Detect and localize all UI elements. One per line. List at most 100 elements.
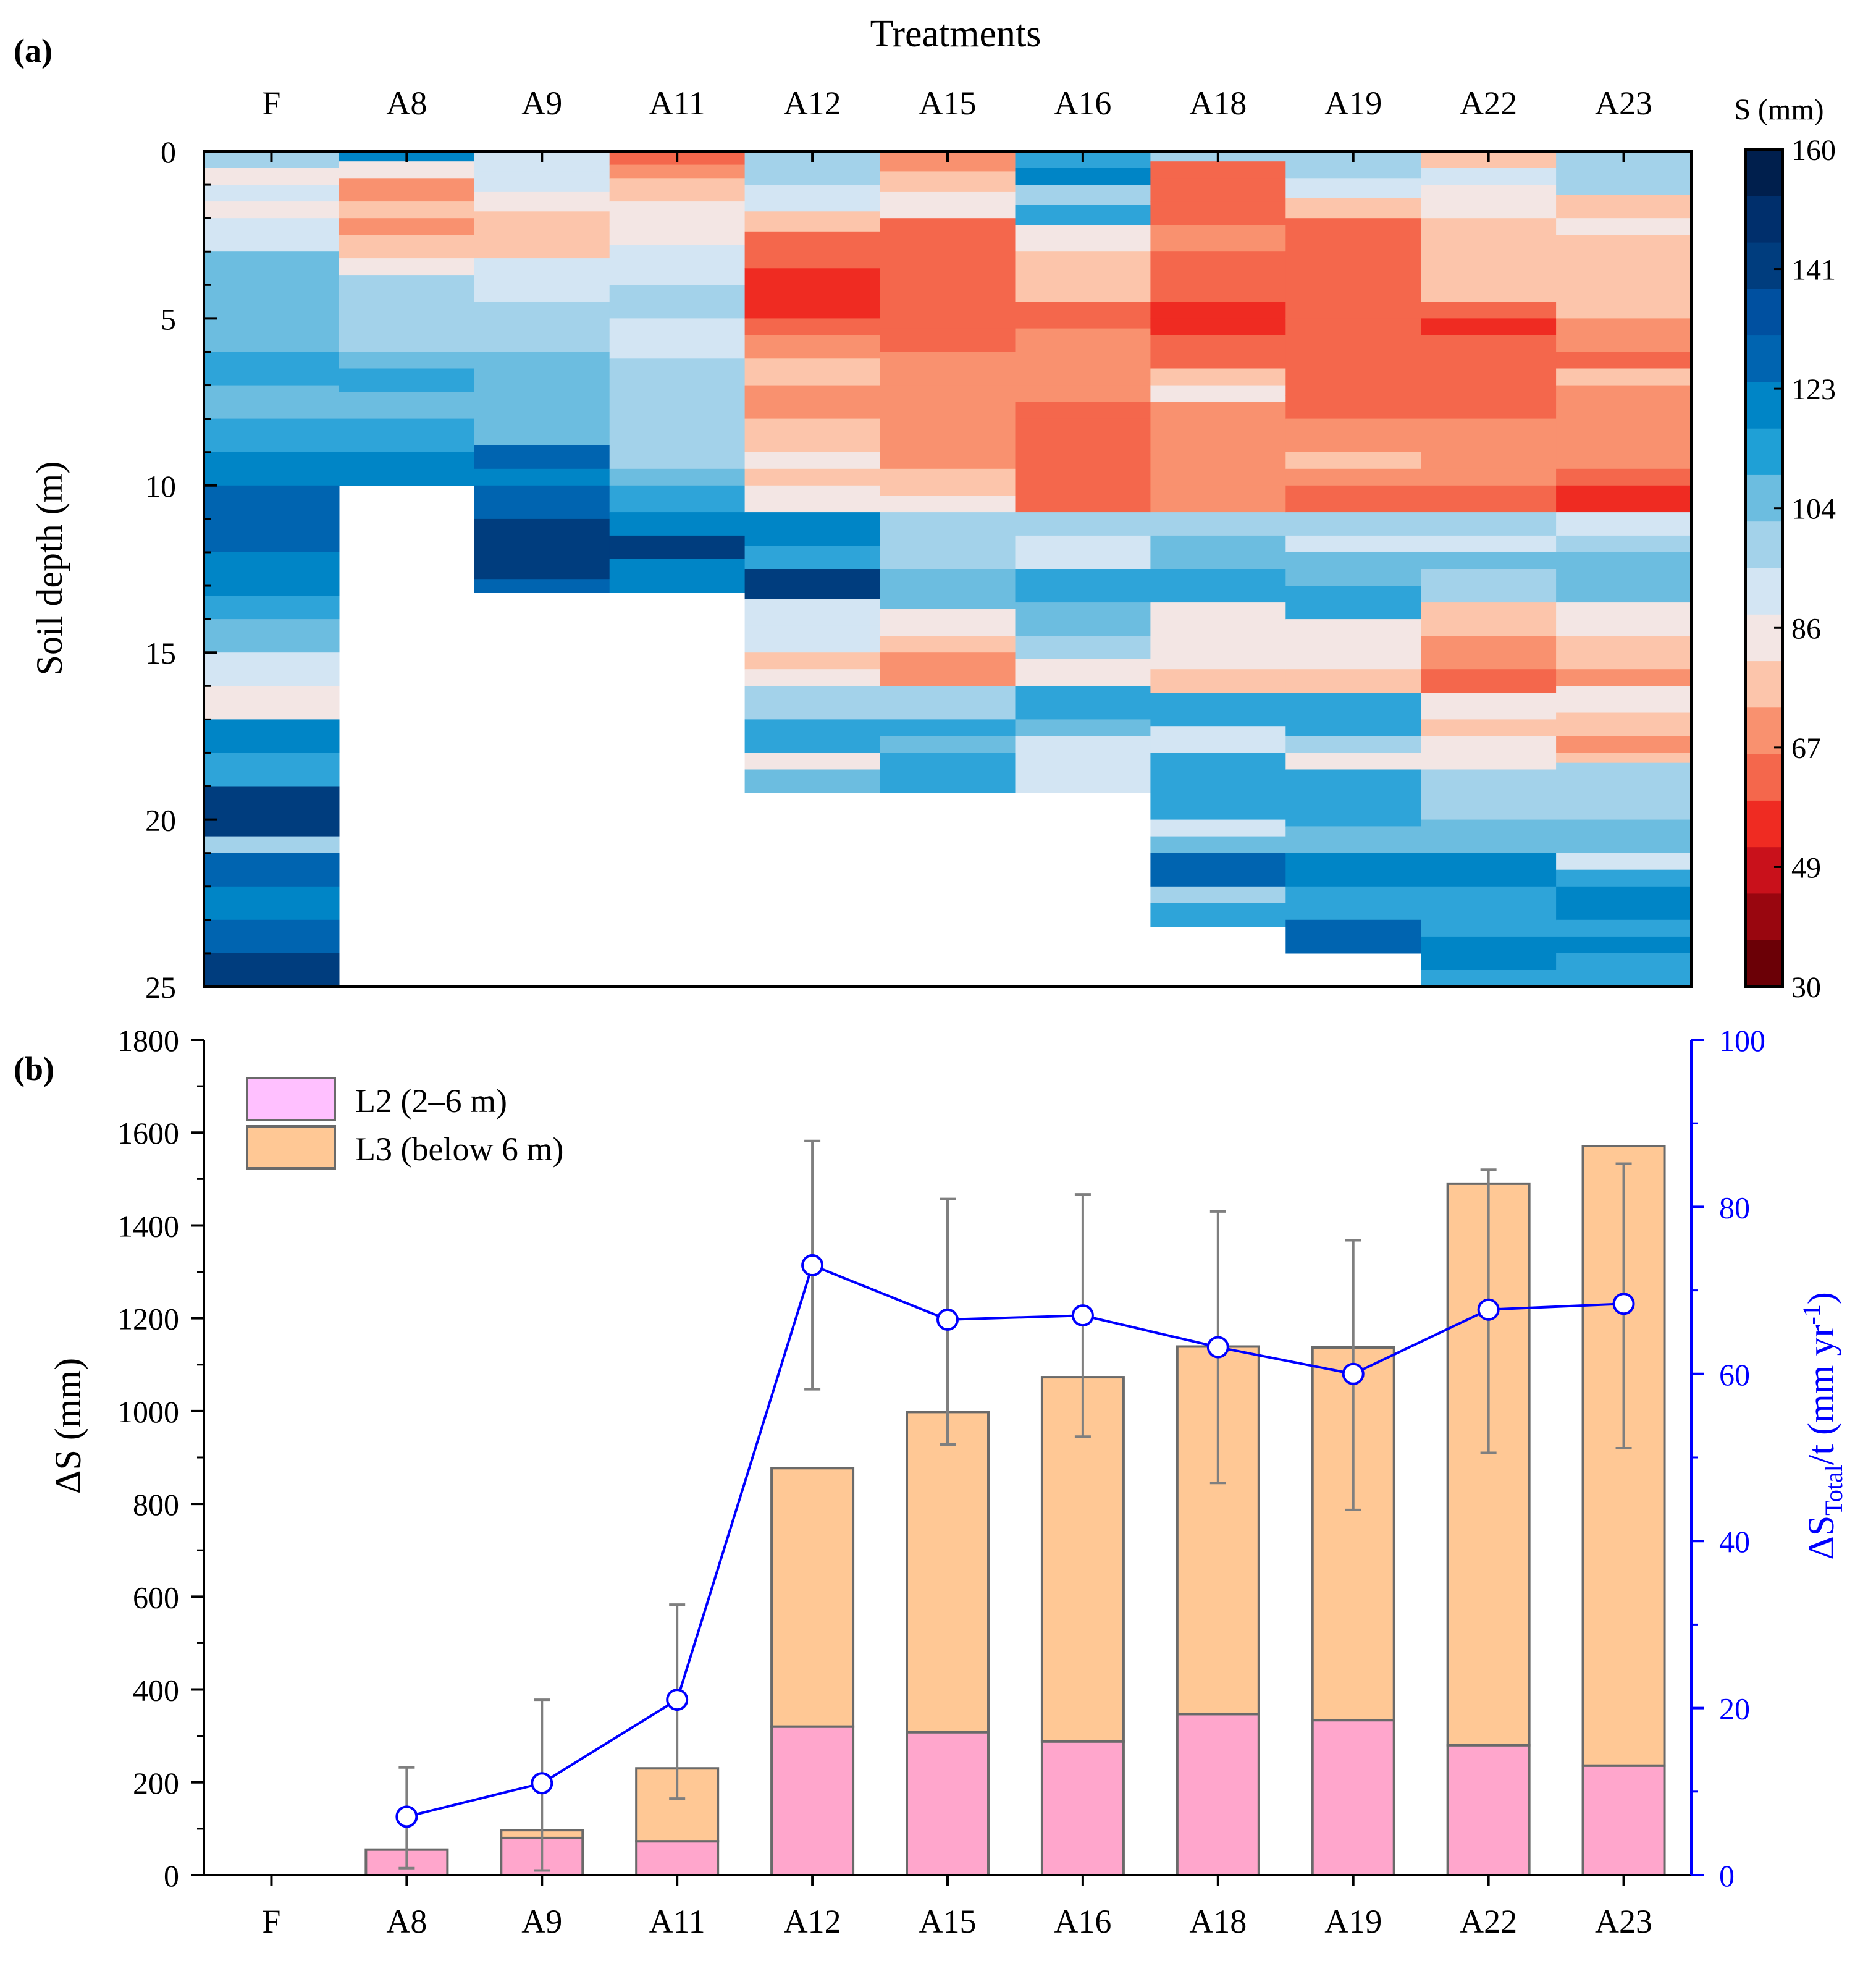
right-y-tick-label: 100 xyxy=(1719,1023,1765,1058)
heatmap-cell xyxy=(1150,302,1286,319)
heatmap-cell xyxy=(1421,335,1557,352)
legend-label-l3: L3 (below 6 m) xyxy=(355,1131,563,1168)
bar-l2 xyxy=(635,1840,720,1877)
heatmap-cell xyxy=(880,218,1016,302)
heatmap-cell xyxy=(474,518,610,546)
heatmap-cell xyxy=(1556,368,1692,386)
heatmap-cell xyxy=(474,546,610,580)
heatmap-cell xyxy=(880,496,1016,513)
heatmap-x-tick-label: A22 xyxy=(1460,85,1517,122)
heatmap-cell xyxy=(744,599,881,626)
heatmap-cell xyxy=(1421,669,1557,693)
heatmap-cell xyxy=(474,468,610,486)
colorbar-tick-label: 160 xyxy=(1791,134,1836,167)
heatmap-cell xyxy=(1556,869,1692,887)
heatmap-cell xyxy=(1285,826,1421,854)
heatmap-cell xyxy=(880,686,1016,720)
heatmap-cell xyxy=(1421,886,1557,904)
heatmap-cell xyxy=(1285,512,1421,536)
bar-x-tick-label: A23 xyxy=(1595,1903,1652,1940)
heatmap-cell xyxy=(1556,218,1692,235)
heatmap-cell xyxy=(1556,669,1692,686)
bar-x-tick-label: F xyxy=(262,1903,280,1940)
heatmap-cell xyxy=(1556,235,1692,285)
heatmap-cell xyxy=(204,385,340,420)
heatmap-cell xyxy=(204,452,340,486)
legend-label-l2: L2 (2–6 m) xyxy=(355,1082,507,1120)
heatmap-cell xyxy=(1556,636,1692,670)
heatmap-cell xyxy=(204,786,340,820)
heatmap-cell xyxy=(1285,418,1421,453)
heatmap-cell xyxy=(1015,168,1151,185)
heatmap-cell xyxy=(1015,302,1151,329)
heatmap-cell xyxy=(744,625,881,653)
heatmap-cell xyxy=(744,686,881,720)
heatmap-cell xyxy=(1015,602,1151,636)
heatmap-cell xyxy=(880,569,1016,610)
heatmap-cell xyxy=(204,218,340,252)
heatmap-cell xyxy=(1285,736,1421,753)
colorbar-tick-label: 141 xyxy=(1791,254,1836,287)
heatmap-cell xyxy=(744,211,881,232)
colorbar-segment xyxy=(1746,474,1783,522)
heatmap-cell xyxy=(474,352,610,386)
bar-l3 xyxy=(906,1411,990,1734)
heatmap-cell xyxy=(1285,886,1421,921)
heatmap-cell xyxy=(1556,803,1692,820)
heatmap-cell xyxy=(880,609,1016,636)
heatmap-cell xyxy=(1285,552,1421,586)
heatmap-cell xyxy=(1285,198,1421,219)
heatmap-cell xyxy=(1150,318,1286,335)
bar-ylabel: ΔS (mm) xyxy=(48,1358,88,1494)
colorbar-segment xyxy=(1746,521,1783,568)
heatmap-cell xyxy=(1150,352,1286,369)
heatmap-cell xyxy=(880,468,1016,496)
heatmap-cell xyxy=(1285,769,1421,827)
heatmap-cell xyxy=(1150,385,1286,403)
colorbar-frame xyxy=(1744,148,1784,988)
heatmap-cell xyxy=(880,402,1016,470)
heatmap-cell xyxy=(1556,195,1692,219)
heatmap-cell xyxy=(609,225,746,245)
heatmap-x-tick-label: F xyxy=(262,85,280,122)
heatmap-cell xyxy=(1556,602,1692,636)
heatmap-cell xyxy=(1285,468,1421,486)
heatmap-cell xyxy=(1150,836,1286,854)
heatmap-cell xyxy=(1150,485,1286,513)
heatmap-cell xyxy=(1285,285,1421,319)
left-y-tick-label: 1400 xyxy=(117,1208,179,1243)
heatmap-cell xyxy=(339,275,475,319)
left-y-tick-label: 1600 xyxy=(117,1116,179,1150)
bar-chart-axes: 0 200 400 600 800 1000 1200 1400 1600 1800 0 20 40 60… xyxy=(117,1023,1765,1940)
heatmap-cell xyxy=(339,352,475,369)
heatmap-cell xyxy=(204,201,340,219)
right-y-tick-label: 20 xyxy=(1719,1692,1750,1726)
colorbar-title: S (mm) xyxy=(1734,93,1823,126)
rate-point xyxy=(666,1689,689,1711)
heatmap-cell xyxy=(1421,185,1557,212)
right-y-tick-label: 80 xyxy=(1719,1190,1750,1225)
heatmap-cell xyxy=(1285,452,1421,470)
colorbar: 160 141 123 104 86 67 49 30 xyxy=(1744,134,1836,1004)
panel-b-label: (b) xyxy=(14,1050,54,1087)
heatmap-cell xyxy=(1150,201,1286,226)
heatmap-cell xyxy=(204,753,340,787)
heatmap-cell xyxy=(1556,853,1692,871)
heatmap-cell xyxy=(880,191,1016,219)
heatmap-cell xyxy=(204,919,340,954)
heatmap-cell xyxy=(880,753,1016,793)
heatmap-cell xyxy=(744,753,881,770)
heatmap-cell xyxy=(1150,569,1286,603)
heatmap-cell xyxy=(1556,886,1692,921)
heatmap-cell xyxy=(744,358,881,386)
rate-point xyxy=(936,1308,959,1331)
colorbar-segment xyxy=(1746,800,1783,848)
heatmap-cell xyxy=(1285,693,1421,736)
heatmap-cell xyxy=(1421,636,1557,670)
heatmap-cell xyxy=(1150,452,1286,486)
heatmap-cell xyxy=(744,385,881,420)
heatmap-cell xyxy=(744,719,881,754)
colorbar-tick-label: 123 xyxy=(1791,373,1836,406)
colorbar-segment xyxy=(1746,893,1783,941)
heatmap-cell xyxy=(204,552,340,596)
